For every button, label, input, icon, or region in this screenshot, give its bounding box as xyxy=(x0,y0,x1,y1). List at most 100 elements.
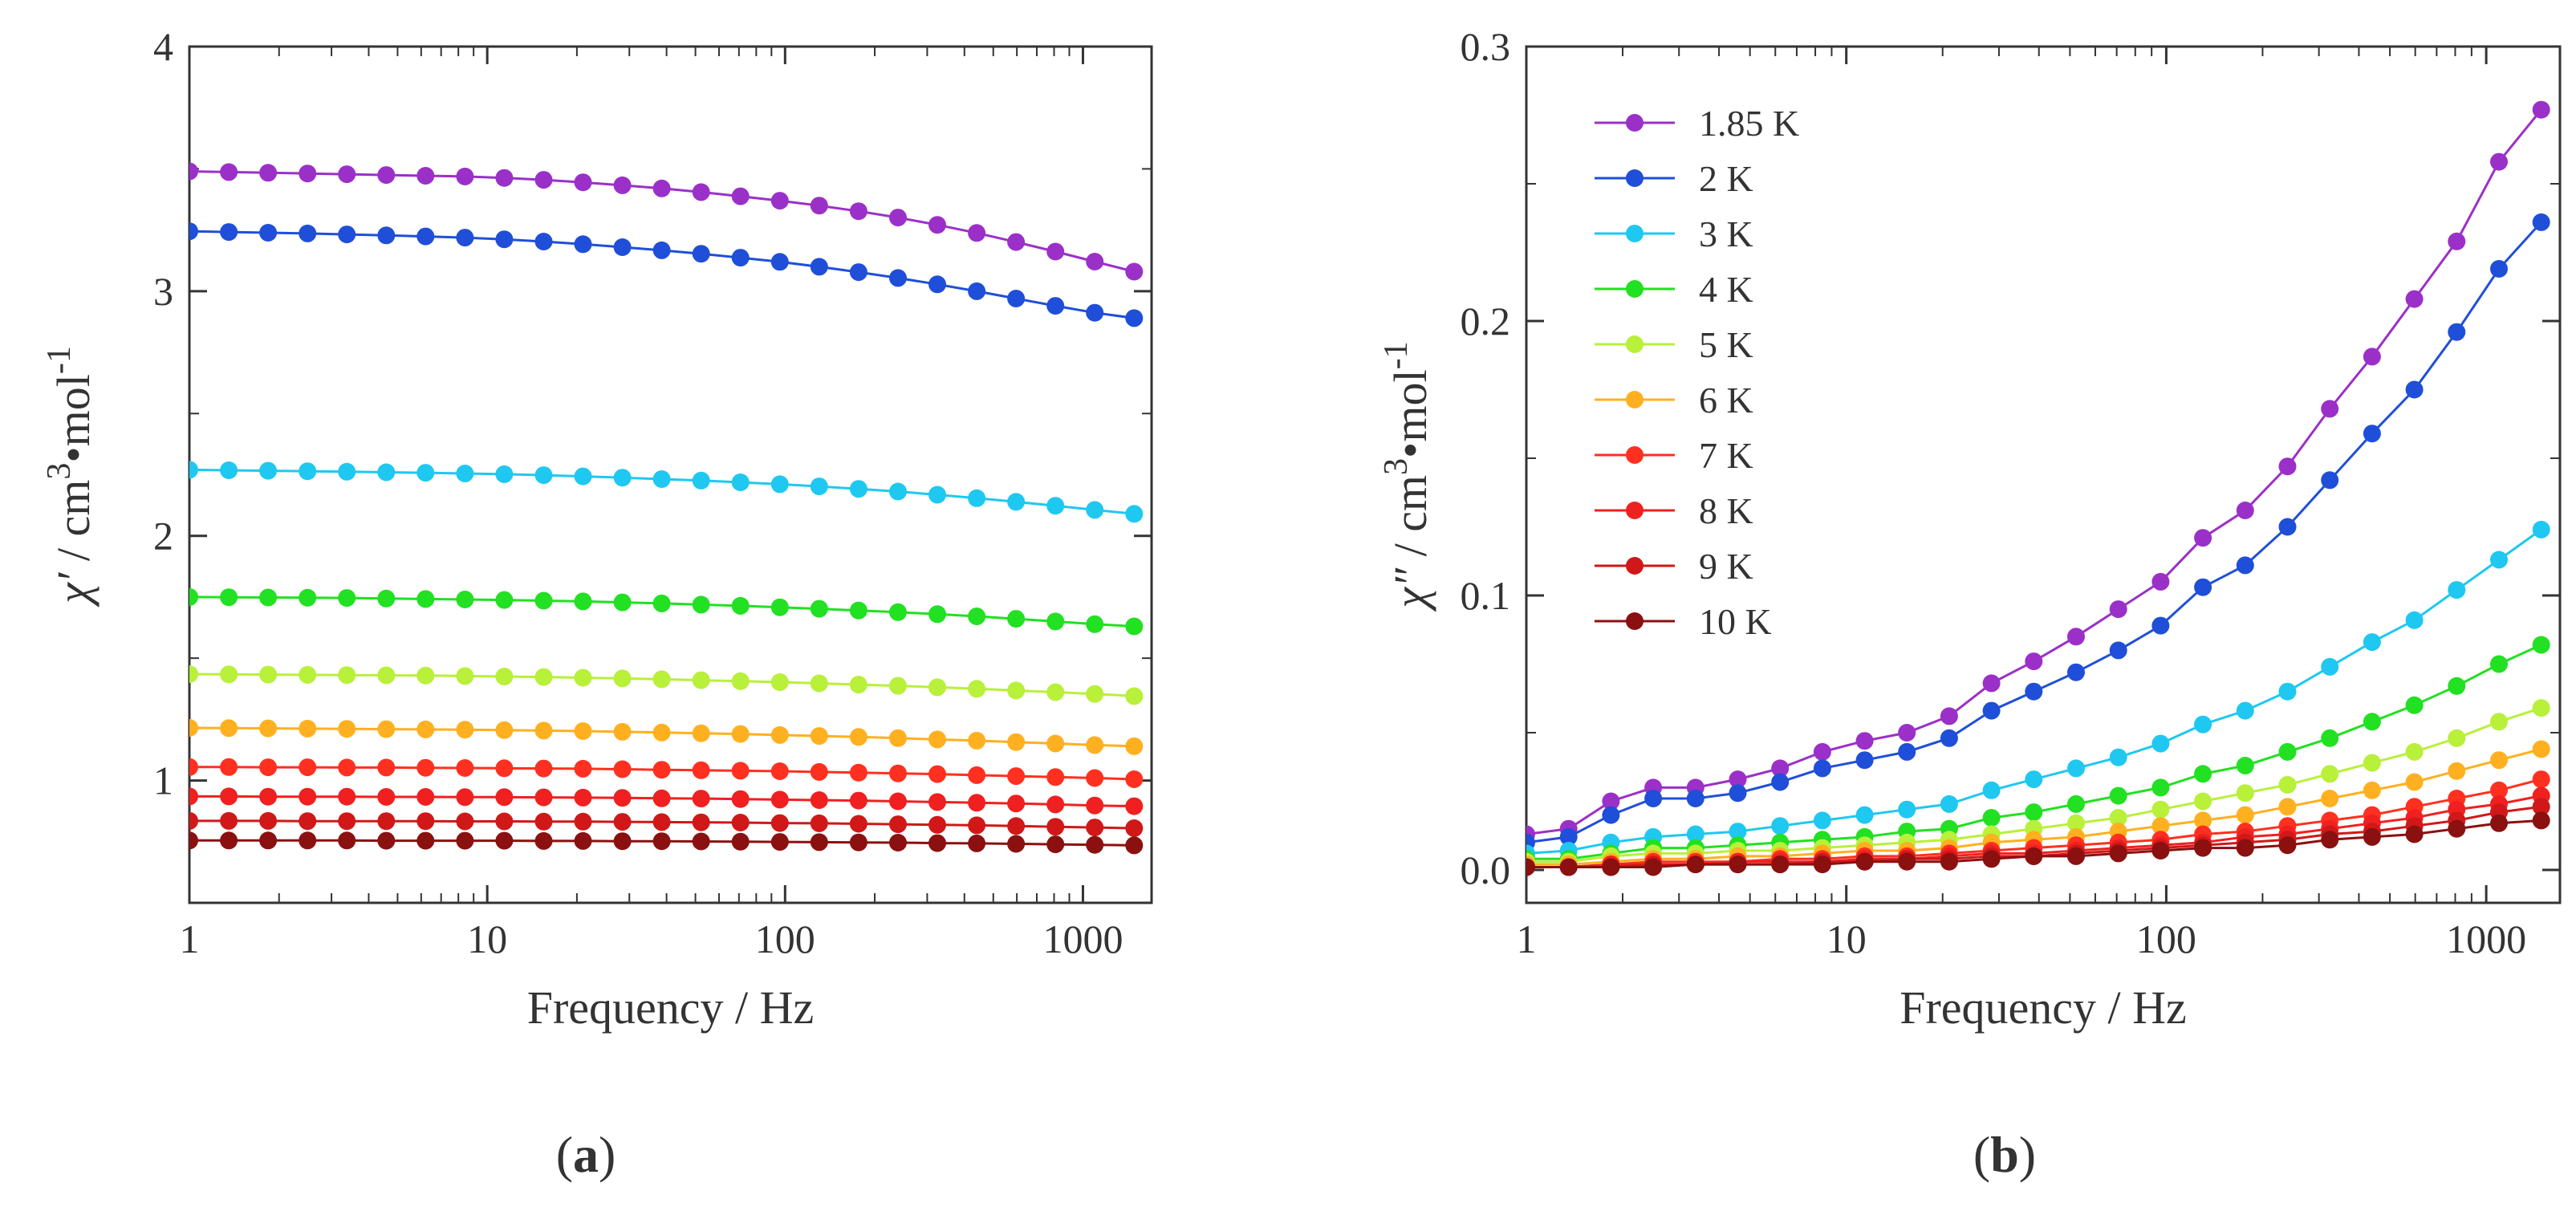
panel-b-legend-label: 8 K xyxy=(1699,490,1753,531)
panel-a-data-point xyxy=(416,788,435,806)
panel-b-data-point xyxy=(1771,817,1790,835)
panel-a-data-point xyxy=(770,253,789,271)
panel-b-data-point xyxy=(1526,858,1535,876)
panel-a-data-point xyxy=(377,666,396,685)
panel-a-data-point xyxy=(220,811,238,830)
panel-a-data-point xyxy=(534,812,553,831)
panel-a-data-point xyxy=(495,812,514,831)
panel-b-legend-marker xyxy=(1626,612,1644,630)
panel-a-data-point xyxy=(259,224,278,242)
panel-a-data-point xyxy=(652,470,671,488)
panel-a-label: (a) xyxy=(556,1126,616,1183)
panel-a-data-point xyxy=(189,758,198,776)
panel-b-series-group xyxy=(1526,100,2550,876)
panel-a-data-point xyxy=(416,464,435,482)
panel-a-data-point xyxy=(928,730,946,749)
panel-a-data-point xyxy=(189,222,198,241)
panel-b-data-point xyxy=(2532,699,2550,717)
panel-b-data-point xyxy=(1813,742,1831,761)
panel-a-data-point xyxy=(770,725,789,744)
panel-b-label-open: ( xyxy=(1973,1126,1990,1183)
panel-b-legend: 1.85 K 2 K 3 K 4 K 5 K 6 K 7 K 8 K 9 K 10 K xyxy=(1595,103,1799,642)
panel-a-data-point xyxy=(731,672,750,690)
panel-a-data-point xyxy=(692,790,710,808)
panel-a-data-point xyxy=(1007,767,1026,786)
panel-b-y-axis-title: χ″ / cm3•mol-1 xyxy=(1378,341,1436,612)
panel-b-data-point xyxy=(2151,778,2170,797)
panel-b-data-point xyxy=(2278,775,2297,794)
panel-b-data-point xyxy=(1898,800,1916,819)
panel-a-data-point xyxy=(1125,797,1144,815)
panel-a-data-point xyxy=(849,833,867,851)
panel-a-data-point xyxy=(377,463,396,482)
panel-a-data-point xyxy=(731,725,750,743)
panel-a-data-point xyxy=(731,473,750,491)
panel-b-y-axis-title-part: 3 xyxy=(1378,458,1415,475)
panel-a-data-point xyxy=(928,765,946,783)
panel-a-data-point xyxy=(338,462,356,481)
panel-b-data-point xyxy=(1898,852,1916,871)
panel-a-data-point xyxy=(416,227,435,246)
panel-a-data-point xyxy=(574,173,592,192)
panel-b-data-point xyxy=(2236,757,2254,774)
panel-a-data-point xyxy=(377,589,396,608)
panel-a-data-point xyxy=(1046,835,1065,854)
panel-a-data-point xyxy=(259,164,278,182)
panel-a-y-tick-label: 4 xyxy=(153,24,173,69)
panel-a-data-point xyxy=(1007,610,1026,628)
panel-a-data-point xyxy=(968,224,986,242)
panel-b-data-point xyxy=(2532,798,2550,816)
panel-b-data-point xyxy=(2194,792,2212,811)
panel-a-data-point xyxy=(1086,796,1104,815)
panel-a-data-point xyxy=(259,461,278,480)
panel-b-data-point xyxy=(1940,707,1958,725)
panel-a-data-point xyxy=(377,812,396,831)
panel-b-data-point xyxy=(1982,674,2001,693)
panel-a-data-point xyxy=(377,788,396,806)
panel-b-data-point xyxy=(1940,852,1958,871)
panel-a-data-point xyxy=(810,477,828,496)
panel-b-data-point xyxy=(2025,770,2043,789)
panel-a-data-point xyxy=(1007,493,1026,511)
panel-a-data-point xyxy=(495,721,514,739)
panel-b-data-point xyxy=(2363,781,2381,799)
panel-a-data-point xyxy=(692,671,710,689)
panel-a-data-point xyxy=(613,669,632,688)
panel-b-data-point xyxy=(2490,260,2508,278)
panel-a-data-point xyxy=(1007,233,1026,251)
panel-a-y-axis-title-part: •mol xyxy=(47,374,100,463)
panel-a-data-point xyxy=(574,722,592,740)
panel-a-data-point xyxy=(534,668,553,686)
panel-a-data-point xyxy=(456,788,474,807)
panel-b-data-point xyxy=(2236,502,2254,519)
panel-b-data-point xyxy=(2278,518,2297,536)
panel-a-data-point xyxy=(1086,835,1104,854)
panel-a-data-point xyxy=(692,595,710,614)
panel-b-data-point xyxy=(1729,855,1747,874)
panel-a-data-point xyxy=(220,588,238,607)
panel-a-data-point xyxy=(652,813,671,831)
panel-a-y-tick-label: 3 xyxy=(153,269,173,314)
panel-b-data-point xyxy=(2490,751,2508,770)
panel-a-data-point xyxy=(889,764,907,782)
panel-a-data-point xyxy=(1125,262,1144,281)
panel-b-y-tick-label: 0.1 xyxy=(1461,573,1511,618)
panel-a-data-point xyxy=(849,791,867,810)
panel-b-y-axis-title-part: / cm xyxy=(1384,475,1436,568)
panel-b-data-point xyxy=(2405,380,2424,399)
panel-a-data-point xyxy=(770,673,789,691)
panel-b-data-point xyxy=(2278,798,2297,816)
panel-a-data-point xyxy=(377,831,396,850)
panel-b-data-point xyxy=(1982,809,2001,827)
panel-a-data-point xyxy=(1125,836,1144,855)
panel-a-data-point xyxy=(299,588,317,607)
panel-b-data-point xyxy=(1644,858,1663,876)
panel-b-legend-label: 4 K xyxy=(1699,269,1753,310)
panel-b-data-point xyxy=(2532,520,2550,538)
panel-b-data-point xyxy=(2194,765,2212,783)
panel-b-legend-marker xyxy=(1626,391,1644,408)
panel-b-data-point xyxy=(2194,715,2212,734)
panel-b-data-point xyxy=(2532,811,2550,830)
panel-a-data-point xyxy=(613,176,632,194)
panel-b-legend-label: 7 K xyxy=(1699,435,1753,476)
